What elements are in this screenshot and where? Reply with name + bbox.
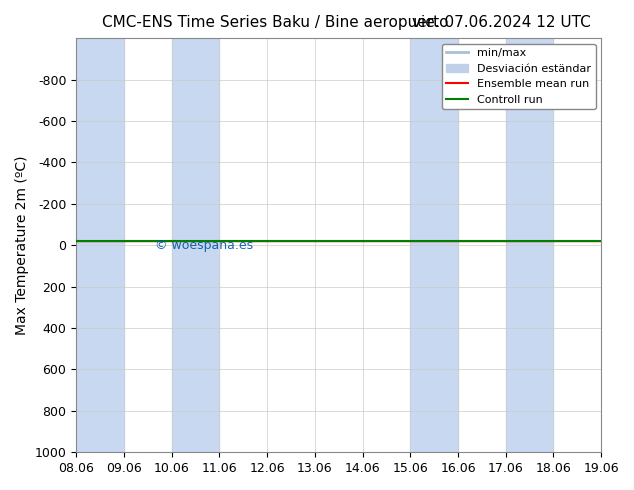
Text: © woespana.es: © woespana.es xyxy=(155,239,253,252)
Legend: min/max, Desviación eständar, Ensemble mean run, Controll run: min/max, Desviación eständar, Ensemble m… xyxy=(442,44,595,109)
Bar xyxy=(410,38,458,452)
Bar xyxy=(506,38,553,452)
Text: CMC-ENS Time Series Baku / Bine aeropuerto: CMC-ENS Time Series Baku / Bine aeropuer… xyxy=(103,15,449,30)
Bar xyxy=(76,38,124,452)
Text: vie. 07.06.2024 12 UTC: vie. 07.06.2024 12 UTC xyxy=(412,15,591,30)
Bar xyxy=(172,38,219,452)
Y-axis label: Max Temperature 2m (ºC): Max Temperature 2m (ºC) xyxy=(15,155,29,335)
